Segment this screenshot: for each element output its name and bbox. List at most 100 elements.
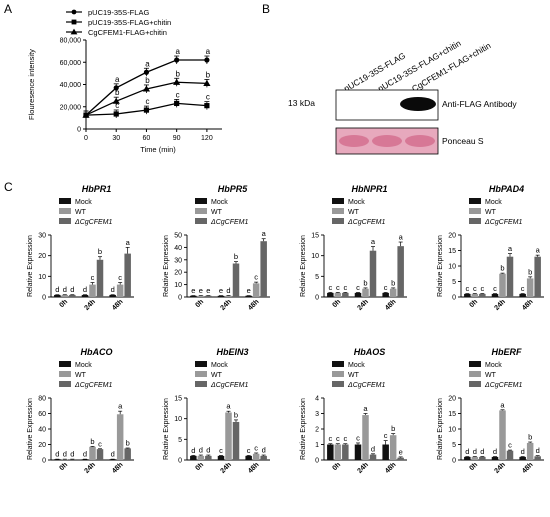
- legend-swatch: [59, 198, 71, 204]
- ponceau-band-lane-2: [372, 135, 402, 147]
- significance-letter: c: [115, 101, 119, 110]
- significance-letter: b: [234, 252, 238, 261]
- significance-letter: d: [63, 450, 67, 459]
- legend-label: Mock: [75, 199, 92, 206]
- significance-letter: b: [500, 264, 504, 273]
- bar: [190, 295, 197, 297]
- x-tick-label: 0h: [469, 298, 480, 309]
- significance-letter: e: [219, 286, 223, 295]
- legend-label: ΔCgCFEM1: [74, 219, 112, 226]
- x-tick-label: 24h: [219, 461, 232, 474]
- y-tick-label: 10: [448, 427, 456, 434]
- y-axis-label: Relative Expression: [163, 235, 170, 297]
- significance-letter: c: [465, 284, 469, 293]
- significance-letter: a: [206, 47, 211, 56]
- bar: [534, 456, 541, 460]
- bar: [519, 293, 526, 297]
- significance-letter: a: [508, 244, 513, 253]
- legend-label: Mock: [485, 362, 502, 369]
- y-tick-label: 0: [178, 295, 182, 302]
- bar: [334, 292, 342, 297]
- bar: [479, 456, 486, 460]
- x-tick-label: 24h: [83, 298, 96, 311]
- significance-letter: a: [118, 402, 123, 411]
- legend-swatch: [195, 361, 207, 367]
- bar: [260, 241, 267, 297]
- significance-letter: d: [55, 450, 59, 459]
- significance-letter: c: [206, 93, 210, 102]
- bar: [260, 455, 267, 460]
- significance-letter: d: [83, 450, 87, 459]
- bar: [205, 295, 212, 297]
- significance-letter: d: [480, 447, 484, 456]
- bar: [232, 263, 240, 297]
- y-axis-label: Relative Expression: [437, 398, 444, 460]
- y-axis-label: Relative Expression: [27, 398, 34, 460]
- bar: [116, 284, 124, 297]
- significance-letter: d: [465, 447, 469, 456]
- series-circle: a a a a: [83, 47, 211, 120]
- significance-letter: c: [98, 439, 102, 448]
- data-point-square: [174, 100, 180, 107]
- y-tick-label: 5: [178, 437, 182, 444]
- significance-letter: b: [528, 433, 532, 442]
- bar: [526, 278, 534, 297]
- significance-letter: c: [336, 434, 340, 443]
- x-tick-label: 0h: [59, 461, 70, 472]
- legend-swatch: [195, 198, 207, 204]
- significance-letter: d: [70, 450, 74, 459]
- significance-letter: e: [247, 286, 251, 295]
- significance-letter: b: [145, 76, 150, 85]
- significance-letter: c: [247, 446, 251, 455]
- legend-label: Mock: [211, 362, 228, 369]
- x-tick-label: 24h: [356, 298, 369, 311]
- blot-antibody-label: Anti-FLAG Antibody: [442, 99, 517, 109]
- panel-label-a: A: [4, 2, 13, 16]
- significance-letter: c: [384, 283, 388, 292]
- significance-letter: c: [493, 284, 497, 293]
- significance-letter: d: [206, 446, 210, 455]
- bar: [54, 459, 61, 460]
- bar: [382, 444, 389, 460]
- bar: [96, 259, 104, 297]
- bar: [534, 256, 541, 297]
- y-tick-label: 30: [174, 257, 182, 264]
- legend-swatch: [469, 218, 481, 224]
- bar: [354, 444, 362, 460]
- legend-label: CgCFEM1-FLAG+chitin: [88, 28, 167, 37]
- y-tick-label: 10: [174, 282, 182, 289]
- bar: [479, 293, 486, 297]
- legend-label: ΔCgCFEM1: [484, 219, 522, 226]
- bar: [69, 459, 76, 460]
- significance-letter: d: [226, 286, 230, 295]
- y-tick-label: 40,000: [60, 82, 82, 89]
- legend-swatch: [195, 218, 207, 224]
- legend-swatch: [195, 208, 207, 214]
- significance-letter: c: [336, 283, 340, 292]
- bar: [526, 442, 534, 460]
- legend-label: Mock: [348, 199, 365, 206]
- significance-letter: c: [254, 273, 258, 282]
- legend: pUC19-35S-FLAGpUC19-35S-FLAG+chitinCgCFE…: [66, 8, 171, 37]
- y-tick-label: 20: [174, 270, 182, 277]
- x-tick-label: 24h: [356, 461, 369, 474]
- bar: [464, 456, 471, 460]
- significance-letter: d: [473, 447, 477, 456]
- bar-chart-hberf: HbERF Mock WT ΔCgCFEM1 0 5 10 15 20 Relative Expr…: [437, 347, 544, 475]
- legend-swatch: [469, 381, 481, 387]
- data-point-triangle: [203, 79, 211, 86]
- significance-letter: b: [90, 437, 94, 446]
- x-tick-label: 24h: [493, 298, 506, 311]
- significance-letter: c: [328, 283, 332, 292]
- bar: [362, 288, 369, 297]
- x-tick-label: 24h: [83, 461, 96, 474]
- significance-letter: e: [399, 447, 403, 456]
- significance-letter: b: [391, 278, 395, 287]
- data-point-triangle: [70, 28, 78, 35]
- legend-label: pUC19-35S-FLAG+chitin: [88, 18, 171, 27]
- data-point-circle: [113, 85, 119, 91]
- chart-title: HbERF: [492, 347, 522, 357]
- bar: [109, 459, 116, 460]
- significance-letter: a: [363, 404, 368, 413]
- legend-swatch: [59, 381, 71, 387]
